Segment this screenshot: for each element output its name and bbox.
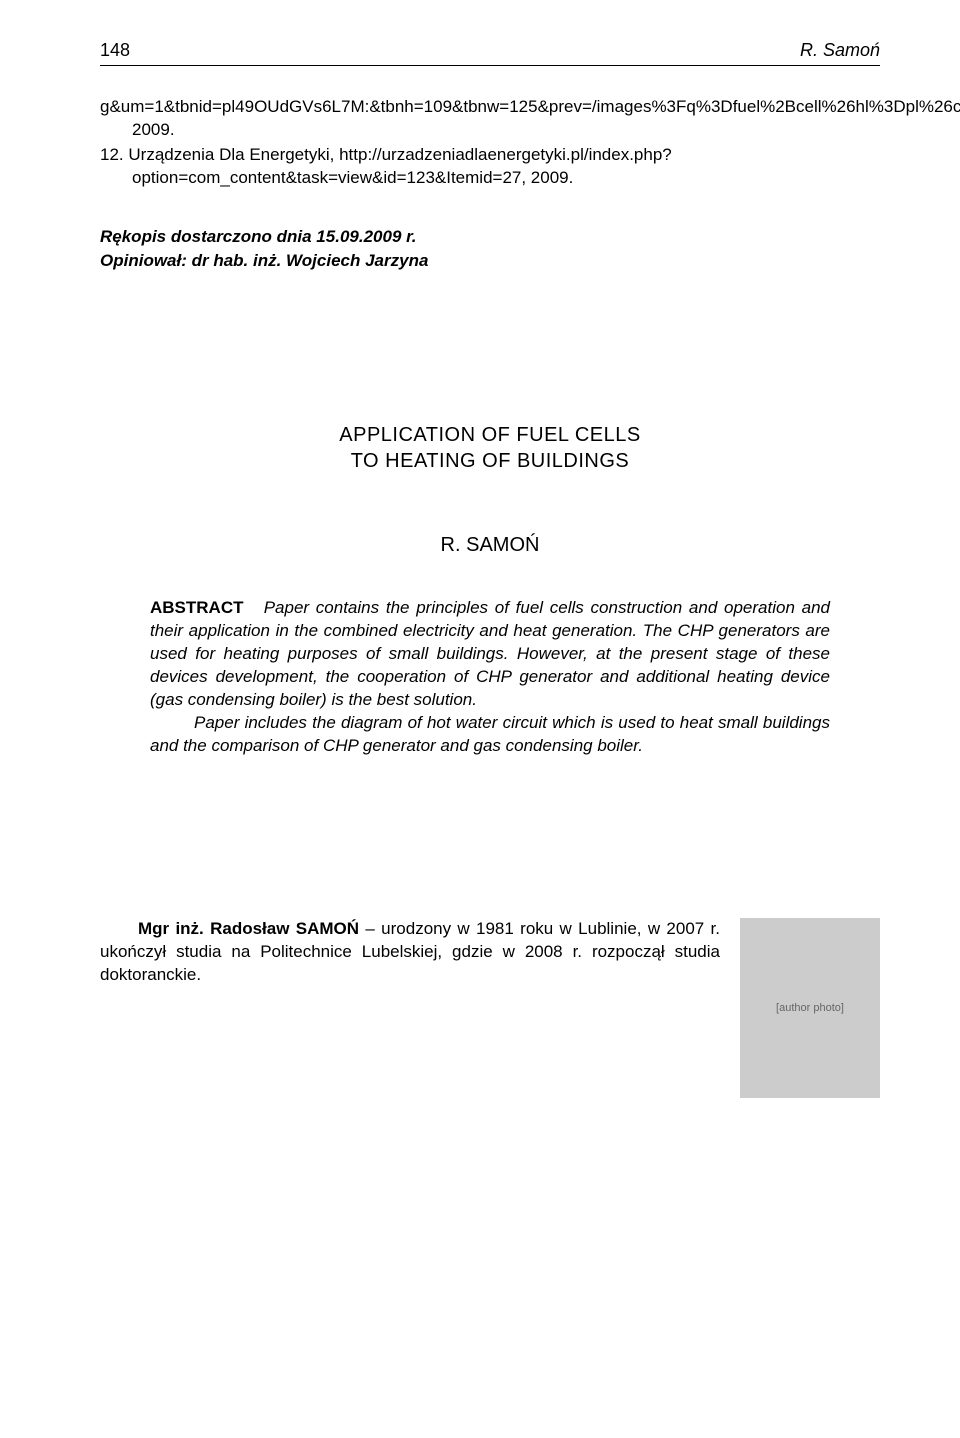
bio-name: Mgr inż. Radosław SAMOŃ <box>138 919 359 938</box>
paper-title-line1: APPLICATION OF FUEL CELLS <box>100 422 880 448</box>
bio-photo: [author photo] <box>740 918 880 1098</box>
title-section: APPLICATION OF FUEL CELLS TO HEATING OF … <box>100 422 880 474</box>
author-name: R. SAMOŃ <box>100 534 880 557</box>
manuscript-received: Rękopis dostarczono dnia 15.09.2009 r. <box>100 225 880 249</box>
abstract-text1: Paper contains the principles of fuel ce… <box>150 598 830 709</box>
reference-number: 12. <box>100 145 124 164</box>
bio-indent <box>100 919 138 938</box>
abstract-para1: ABSTRACT Paper contains the principles o… <box>150 597 830 712</box>
bio-text: Mgr inż. Radosław SAMOŃ – urodzony w 198… <box>100 918 720 987</box>
abstract-block: ABSTRACT Paper contains the principles o… <box>100 597 880 758</box>
author-header: R. Samoń <box>800 40 880 61</box>
paper-title-line2: TO HEATING OF BUILDINGS <box>100 448 880 474</box>
abstract-label: ABSTRACT <box>150 598 244 617</box>
reference-item: 12. Urządzenia Dla Energetyki, http://ur… <box>100 144 880 190</box>
reference-continuation: g&um=1&tbnid=pl49OUdGVs6L7M:&tbnh=109&tb… <box>100 96 880 142</box>
manuscript-info: Rękopis dostarczono dnia 15.09.2009 r. O… <box>100 225 880 273</box>
references-block: g&um=1&tbnid=pl49OUdGVs6L7M:&tbnh=109&tb… <box>100 96 880 190</box>
page-header: 148 R. Samoń <box>100 40 880 66</box>
page-number: 148 <box>100 40 130 61</box>
abstract-para2: Paper includes the diagram of hot water … <box>150 712 830 758</box>
reference-text: g&um=1&tbnid=pl49OUdGVs6L7M:&tbnh=109&tb… <box>100 97 960 139</box>
bio-section: Mgr inż. Radosław SAMOŃ – urodzony w 198… <box>100 918 880 1098</box>
reference-text: Urządzenia Dla Energetyki, http://urzadz… <box>128 145 671 187</box>
manuscript-reviewer: Opiniował: dr hab. inż. Wojciech Jarzyna <box>100 249 880 273</box>
